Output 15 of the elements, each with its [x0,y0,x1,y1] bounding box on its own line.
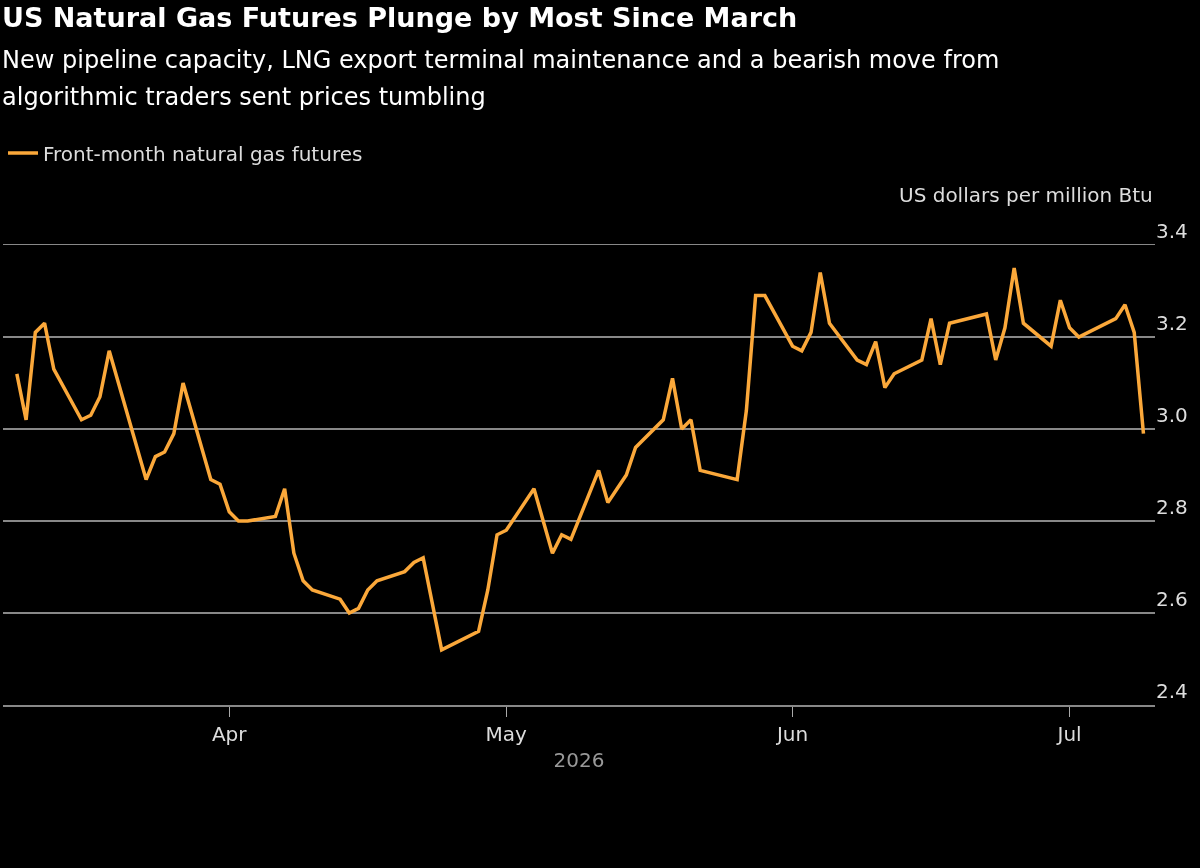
y-tick-label: 2.4 [1156,679,1188,703]
y-tick-label: 3.4 [1156,219,1188,243]
y-tick-label: 3.2 [1156,311,1188,335]
y-tick-label: 2.8 [1156,495,1188,519]
x-tick-label: Jul [1055,721,1082,746]
chart-title: US Natural Gas Futures Plunge by Most Since March [2,2,798,33]
x-tick-label: May [485,721,528,746]
chart-subtitle: New pipeline capacity, LNG export terminal maintenance and a bearish move from algorithmic traders sent prices tumbling [2,45,1001,113]
y-tick-label: 3.0 [1156,403,1188,427]
y-tick-label: 2.6 [1156,587,1188,611]
legend-label: Front-month natural gas futures [43,141,363,166]
y-axis-title: US dollars per million Btu [899,183,1153,207]
x-tick-label: Jun [774,721,809,746]
x-axis-title: 2026 [553,747,605,772]
x-tick-label: Apr [211,721,248,746]
